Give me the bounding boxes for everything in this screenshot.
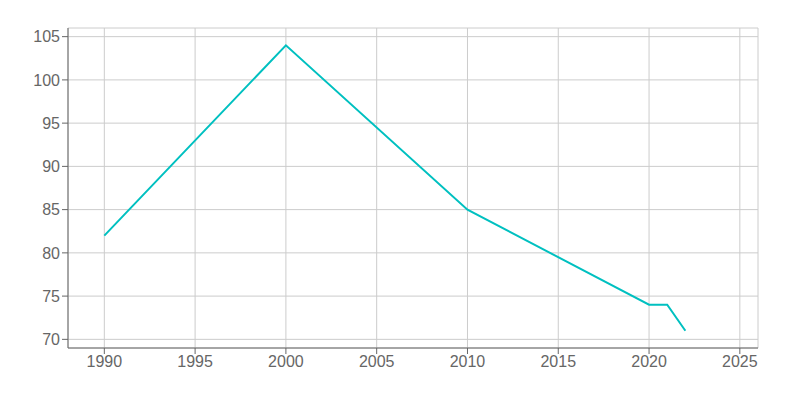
svg-text:90: 90 bbox=[42, 158, 60, 175]
svg-text:2020: 2020 bbox=[631, 353, 667, 370]
svg-text:1995: 1995 bbox=[177, 353, 213, 370]
svg-text:2005: 2005 bbox=[359, 353, 395, 370]
svg-text:2015: 2015 bbox=[540, 353, 576, 370]
svg-text:80: 80 bbox=[42, 245, 60, 262]
svg-text:85: 85 bbox=[42, 201, 60, 218]
svg-text:105: 105 bbox=[33, 28, 60, 45]
svg-text:2010: 2010 bbox=[450, 353, 486, 370]
svg-text:2000: 2000 bbox=[268, 353, 304, 370]
svg-text:100: 100 bbox=[33, 72, 60, 89]
svg-text:2025: 2025 bbox=[722, 353, 758, 370]
svg-text:95: 95 bbox=[42, 115, 60, 132]
svg-text:70: 70 bbox=[42, 331, 60, 348]
svg-text:75: 75 bbox=[42, 288, 60, 305]
svg-text:1990: 1990 bbox=[87, 353, 123, 370]
